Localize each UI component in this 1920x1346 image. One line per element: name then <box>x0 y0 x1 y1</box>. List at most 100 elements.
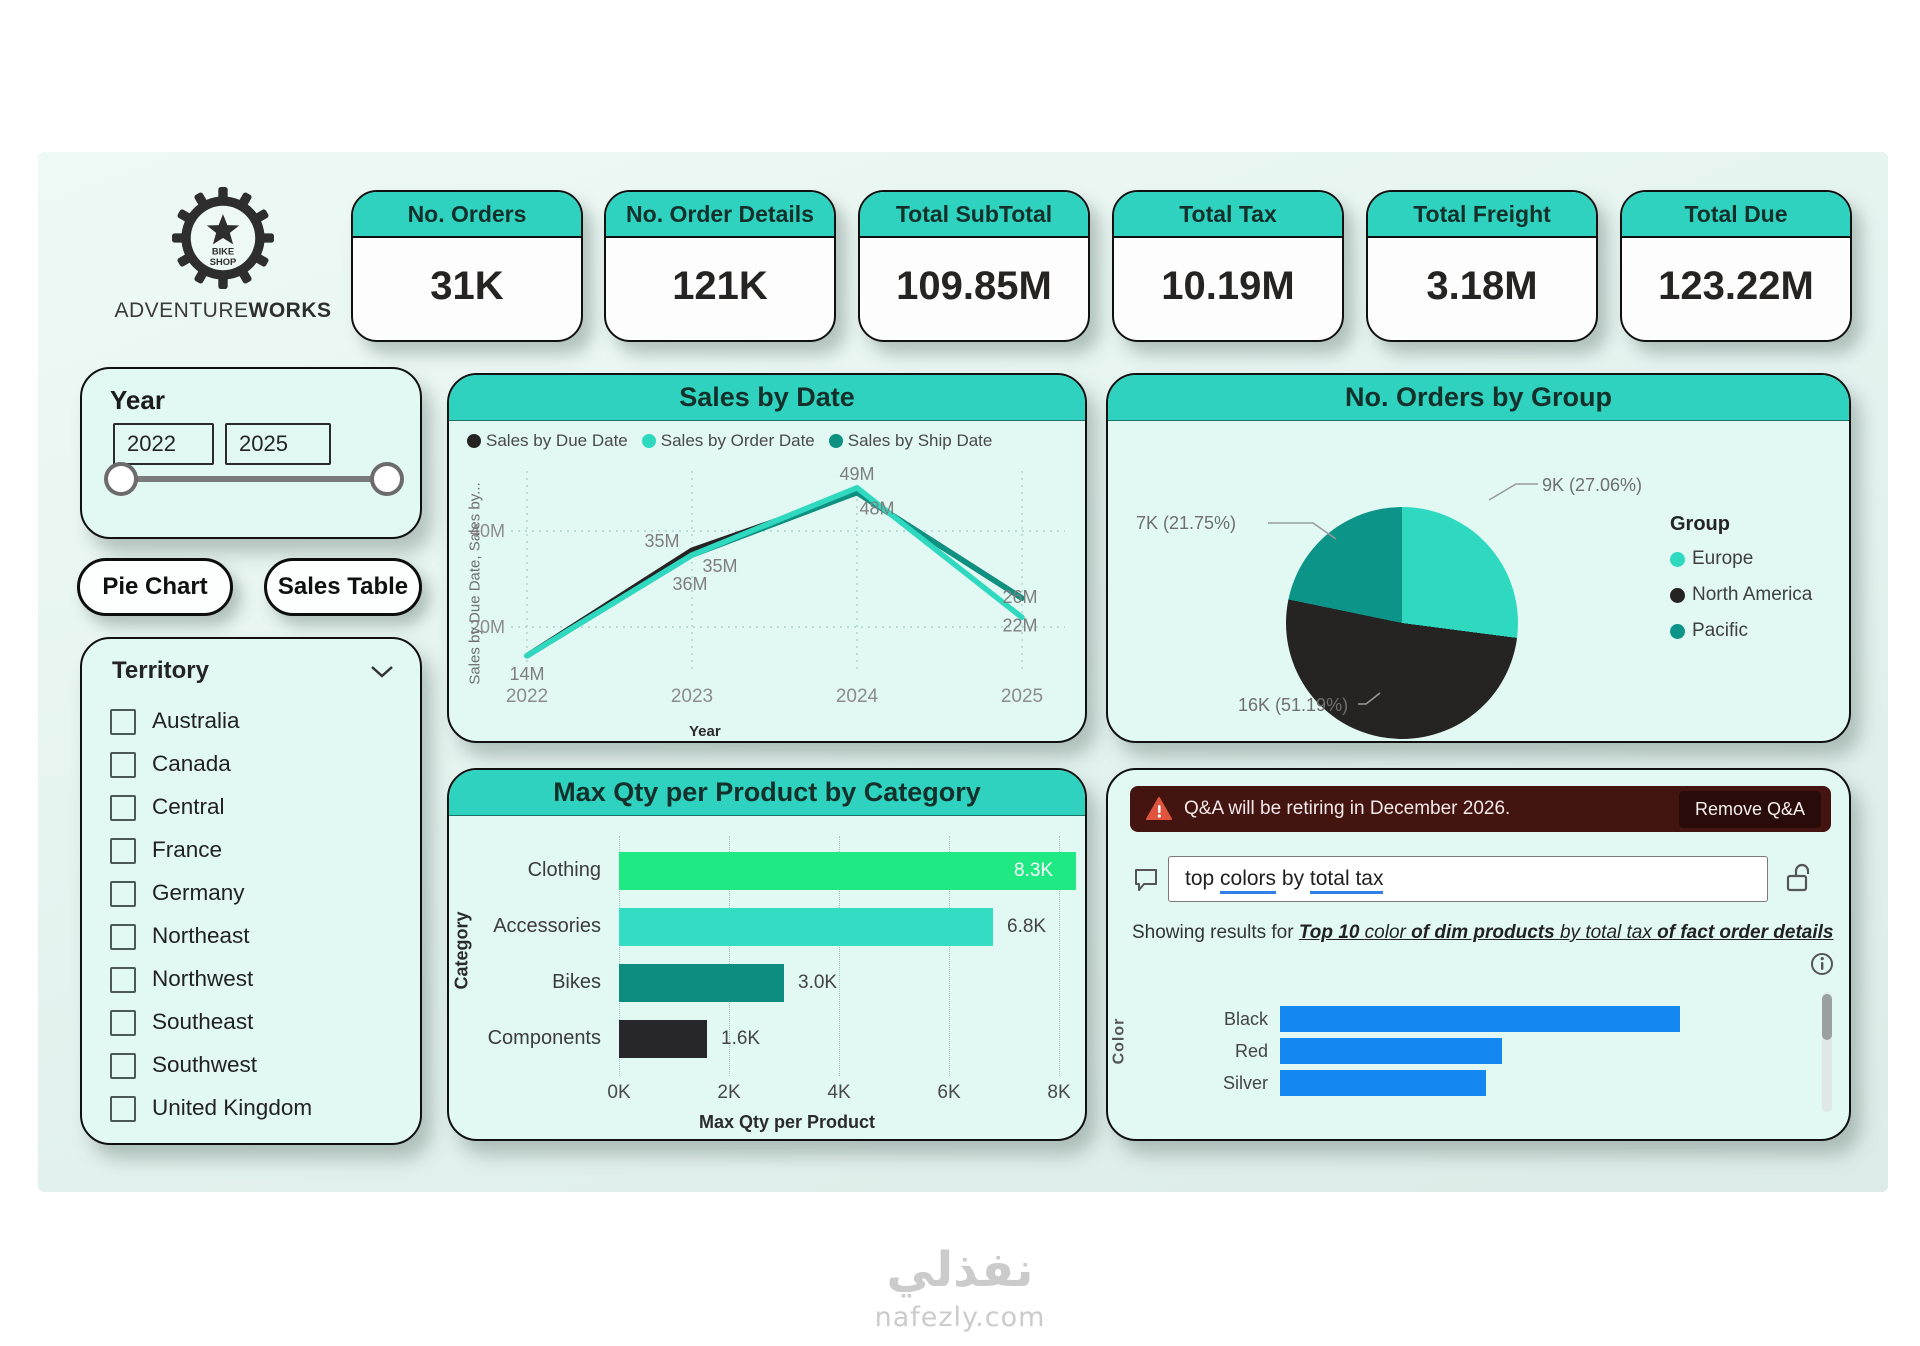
territory-item-label: Southwest <box>152 1052 258 1077</box>
territory-item-australia[interactable]: Australia <box>82 701 420 744</box>
bar-value-label: 6.8K <box>1007 916 1047 937</box>
gridline <box>839 836 840 1076</box>
qa-bar[interactable] <box>1280 1006 1680 1032</box>
svg-text:2024: 2024 <box>836 686 879 707</box>
territory-item-united-kingdom[interactable]: United Kingdom <box>82 1088 420 1131</box>
bar-row-clothing[interactable]: Clothing 8.3K <box>449 852 1085 890</box>
bar-row-components[interactable]: Components 1.6K <box>449 1020 1085 1058</box>
bar[interactable] <box>619 908 993 946</box>
pie-callout-pacific: 7K (21.75%) <box>1136 513 1237 533</box>
gear-icon: BIKE SHOP <box>172 187 274 289</box>
kpi-title: No. Orders <box>353 192 581 238</box>
lock-open-icon[interactable] <box>1784 862 1814 894</box>
territory-item-northeast[interactable]: Northeast <box>82 916 420 959</box>
bar-row-bikes[interactable]: Bikes 3.0K <box>449 964 1085 1002</box>
qa-results-phrase[interactable]: Top 10 color of dim products by total ta… <box>1298 922 1834 943</box>
kpi-value: 121K <box>672 264 768 308</box>
bar-row-accessories[interactable]: Accessories 6.8K <box>449 908 1085 946</box>
svg-text:36M: 36M <box>672 574 707 594</box>
sales-by-date-panel: Sales by Date Sales by Due Date Sales by… <box>447 373 1087 743</box>
bar-value-label: 1.6K <box>721 1028 761 1049</box>
bar[interactable] <box>619 1020 707 1058</box>
x-tick-label: 8K <box>1047 1082 1071 1103</box>
info-icon[interactable] <box>1810 952 1834 976</box>
qa-bar[interactable] <box>1280 1038 1502 1064</box>
checkbox[interactable] <box>110 709 136 735</box>
kpi-card-no-order-details: No. Order Details 121K <box>604 190 836 342</box>
remove-qa-button[interactable]: Remove Q&A <box>1678 790 1821 828</box>
kpi-title: Total Tax <box>1114 192 1342 238</box>
checkbox[interactable] <box>110 924 136 950</box>
qa-scrollbar-thumb[interactable] <box>1822 994 1832 1040</box>
territory-item-label: Australia <box>152 708 240 733</box>
territory-item-france[interactable]: France <box>82 830 420 873</box>
year-to-input[interactable]: 2025 <box>225 423 331 465</box>
qa-bar-category-label: Black <box>1223 1009 1268 1029</box>
bar-y-axis-title: Category <box>451 911 472 990</box>
sales-table-button[interactable]: Sales Table <box>264 558 422 616</box>
bar-category-label: Bikes <box>552 971 601 993</box>
qa-bar[interactable] <box>1280 1070 1486 1096</box>
year-from-input[interactable]: 2022 <box>113 423 214 465</box>
x-tick-label: 2K <box>717 1082 741 1103</box>
territory-item-northwest[interactable]: Northwest <box>82 959 420 1002</box>
svg-text:22M: 22M <box>1002 615 1037 635</box>
territory-item-canada[interactable]: Canada <box>82 744 420 787</box>
legend-dot-order-date <box>641 434 656 448</box>
legend-dot-due-date <box>467 434 481 448</box>
pie-chart-button[interactable]: Pie Chart <box>77 558 233 616</box>
qa-scrollbar[interactable] <box>1822 992 1832 1112</box>
bar[interactable] <box>619 964 784 1002</box>
orders-by-group-panel: No. Orders by Group 7K (21.75%) 9K (27.0… <box>1106 373 1851 743</box>
kpi-title: Total SubTotal <box>860 192 1088 238</box>
checkbox[interactable] <box>110 795 136 821</box>
pie-callout-leaders <box>1268 483 1538 705</box>
warning-icon <box>1146 797 1172 820</box>
checkbox[interactable] <box>110 1096 136 1122</box>
checkbox[interactable] <box>110 752 136 778</box>
svg-text:2023: 2023 <box>671 686 713 707</box>
kpi-card-total-subtotal: Total SubTotal 109.85M <box>858 190 1090 342</box>
legend-dot-europe <box>1670 551 1685 567</box>
x-tick-label: 6K <box>937 1082 961 1103</box>
svg-text:40M: 40M <box>470 521 505 541</box>
year-slider-handle-left[interactable] <box>104 462 138 496</box>
bar[interactable] <box>619 852 1076 890</box>
kpi-card-total-tax: Total Tax 10.19M <box>1112 190 1344 342</box>
qa-banner-text: Q&A will be retiring in December 2026. <box>1184 798 1511 819</box>
checkbox[interactable] <box>110 838 136 864</box>
checkbox[interactable] <box>110 1053 136 1079</box>
territory-item-central[interactable]: Central <box>82 787 420 830</box>
territory-item-southwest[interactable]: Southwest <box>82 1045 420 1088</box>
checkbox[interactable] <box>110 1010 136 1036</box>
legend-dot-ship-date <box>828 434 843 448</box>
logo-badge-bottom: SHOP <box>210 257 236 267</box>
territory-item-label: France <box>152 837 223 862</box>
legend-dot-north-america <box>1670 587 1685 603</box>
qa-question-input[interactable]: top colors by total tax <box>1168 856 1768 902</box>
svg-text:2025: 2025 <box>1001 686 1043 707</box>
chevron-down-icon[interactable] <box>370 665 394 679</box>
territory-item-label: United Kingdom <box>152 1095 313 1120</box>
max-qty-title: Max Qty per Product by Category <box>449 770 1085 816</box>
pie-legend-title: Group <box>1670 513 1730 535</box>
kpi-card-total-due: Total Due 123.22M <box>1620 190 1852 342</box>
territory-item-label: Northeast <box>152 923 250 948</box>
brand-name: ADVENTUREWORKS <box>114 299 332 322</box>
checkbox[interactable] <box>110 881 136 907</box>
checkbox[interactable] <box>110 967 136 993</box>
territory-item-germany[interactable]: Germany <box>82 873 420 916</box>
qa-bar-y-axis-title: Color <box>1110 1017 1128 1065</box>
qa-results-line: Showing results for Top 10 color of dim … <box>1132 922 1834 943</box>
orders-by-group-pie[interactable] <box>1286 507 1518 739</box>
year-slider-handle-right[interactable] <box>370 462 404 496</box>
svg-text:35M: 35M <box>702 556 737 576</box>
kpi-card-no-orders: No. Orders 31K <box>351 190 583 342</box>
territory-item-southeast[interactable]: Southeast <box>82 1002 420 1045</box>
kpi-value: 3.18M <box>1426 264 1538 308</box>
svg-text:2022: 2022 <box>506 686 548 707</box>
territory-item-label: Northwest <box>152 966 254 991</box>
year-slicer-title: Year <box>110 385 165 415</box>
year-range-slider-track[interactable] <box>118 476 388 482</box>
svg-text:14M: 14M <box>509 664 544 684</box>
